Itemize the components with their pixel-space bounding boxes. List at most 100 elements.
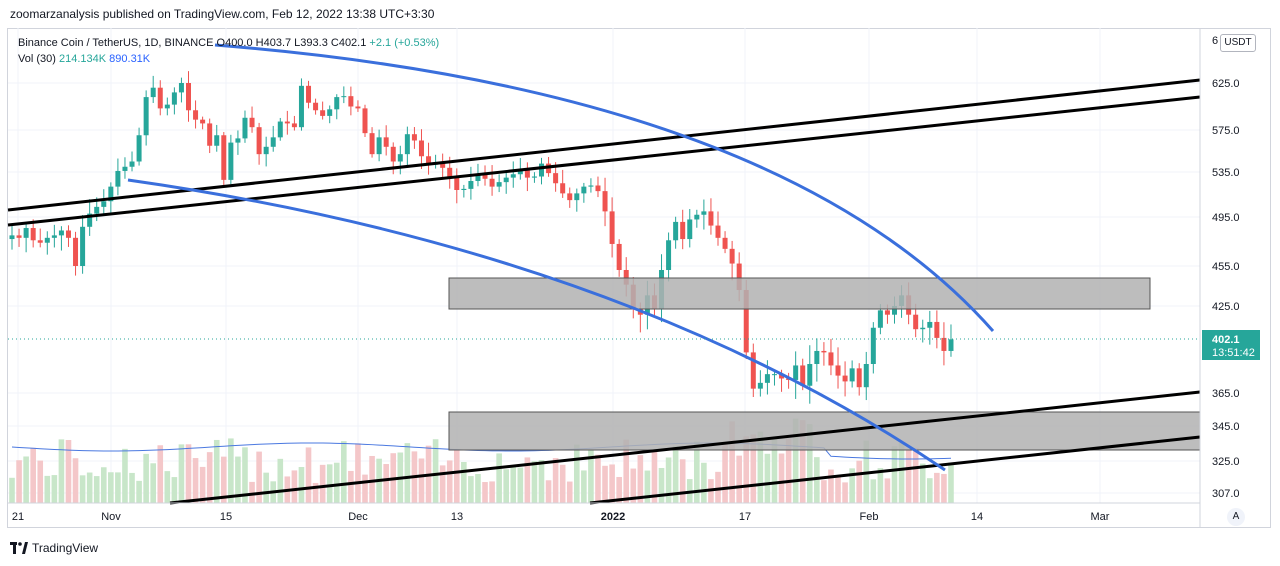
candle-body <box>426 156 432 165</box>
auto-scale-button[interactable]: A <box>1227 508 1245 526</box>
candle-body <box>390 146 396 162</box>
volume-bar <box>806 424 813 503</box>
volume-bar <box>30 447 36 503</box>
candle-body <box>736 263 742 290</box>
last-price-value: 402.1 <box>1212 334 1240 346</box>
volume-bar <box>150 463 156 503</box>
volume-bar <box>37 460 44 503</box>
candle-body <box>666 240 672 270</box>
volume-bar <box>849 468 855 503</box>
volume-bar <box>178 444 185 503</box>
candle-body <box>270 137 276 147</box>
candle-body <box>934 321 940 338</box>
y-tick-label: 345.0 <box>1212 421 1240 433</box>
volume-bar <box>496 453 502 503</box>
candle-body <box>510 174 516 178</box>
annotations <box>7 43 1201 505</box>
candle-body <box>143 97 149 136</box>
volume-bar <box>108 472 114 503</box>
volume-bar <box>277 458 284 503</box>
candle-body <box>941 337 947 351</box>
candle-body <box>44 237 50 243</box>
candle-body <box>581 186 587 194</box>
candle-body <box>263 146 269 155</box>
volume-bar <box>489 481 495 503</box>
candle-body <box>807 364 813 386</box>
candle-body <box>793 365 799 380</box>
candle-body <box>228 142 234 180</box>
volume-bar <box>771 437 778 503</box>
candle-body <box>892 306 897 315</box>
volume-bar <box>934 472 940 503</box>
candle-body <box>482 174 488 179</box>
candle-body <box>362 108 368 134</box>
volume-bar <box>842 482 848 503</box>
volume-bar <box>79 475 86 503</box>
candle-body <box>602 191 608 212</box>
volume-bar <box>263 472 269 503</box>
candle-body <box>30 228 36 241</box>
x-axis: 21 Nov 15 Dec 13 2022 17 Feb 14 Mar <box>12 511 1110 523</box>
x-tick-label: 17 <box>739 511 751 523</box>
x-tick-label: Nov <box>101 511 121 523</box>
candle-body <box>150 87 156 98</box>
candle-body <box>277 121 283 138</box>
chart-legend: Binance Coin / TetherUS, 1D, BINANCE O40… <box>18 35 439 67</box>
channel-upper-line-b <box>7 95 1201 227</box>
volume-bar <box>912 447 919 503</box>
y-tick-label: 425.0 <box>1212 301 1240 313</box>
volume-bar <box>750 434 757 503</box>
candle-body <box>708 211 714 226</box>
candle-body <box>94 206 100 214</box>
candle-body <box>129 161 135 167</box>
candle-body <box>383 137 389 147</box>
volume-bar <box>821 480 827 503</box>
volume-bar <box>891 446 898 503</box>
volume-bar <box>877 468 884 503</box>
x-tick-label: Mar <box>1091 511 1110 523</box>
y-tick-label: 455.0 <box>1212 261 1240 273</box>
candle-body <box>771 374 777 376</box>
candle-body <box>418 140 424 157</box>
y-tick-label: 625.0 <box>1212 78 1240 90</box>
candle-body <box>291 123 297 128</box>
legend-symbol: Binance Coin / TetherUS, 1D, BINANCE <box>18 37 214 49</box>
candle-body <box>524 169 530 178</box>
candle-body <box>320 110 326 116</box>
candle-body <box>376 137 382 155</box>
candle-body <box>595 185 601 192</box>
volume-bar <box>432 439 439 503</box>
candle-body <box>454 176 460 190</box>
candle-body <box>235 138 241 143</box>
candle-body <box>884 310 890 315</box>
candle-body <box>298 85 304 128</box>
candle-body <box>313 102 319 111</box>
candle-body <box>496 182 502 187</box>
volume-bar <box>715 471 721 503</box>
volume-bar <box>461 461 467 503</box>
volume-bar <box>213 439 220 503</box>
candle-body <box>404 134 410 155</box>
volume-bar <box>778 453 785 503</box>
candle-body <box>249 117 255 128</box>
candle-body <box>23 228 29 238</box>
candle-body <box>764 374 770 383</box>
volume-bar <box>65 439 72 503</box>
volume-bar <box>545 480 552 503</box>
tradingview-logo[interactable]: TradingView <box>10 541 98 555</box>
volume-bar <box>595 454 601 503</box>
volume-bar <box>588 450 594 503</box>
candle-body <box>814 350 820 364</box>
volume-bar <box>475 473 481 503</box>
candle-body <box>348 96 354 107</box>
curved-support-line <box>127 178 946 472</box>
candle-body <box>108 186 114 202</box>
x-tick-label: 13 <box>451 511 463 523</box>
volume-bar <box>884 478 891 503</box>
candle-body <box>178 83 184 93</box>
volume-bar <box>701 462 707 503</box>
volume-bar <box>468 476 474 503</box>
y-tick-label: 535.0 <box>1212 167 1240 179</box>
currency-badge[interactable]: USDT <box>1220 34 1256 52</box>
